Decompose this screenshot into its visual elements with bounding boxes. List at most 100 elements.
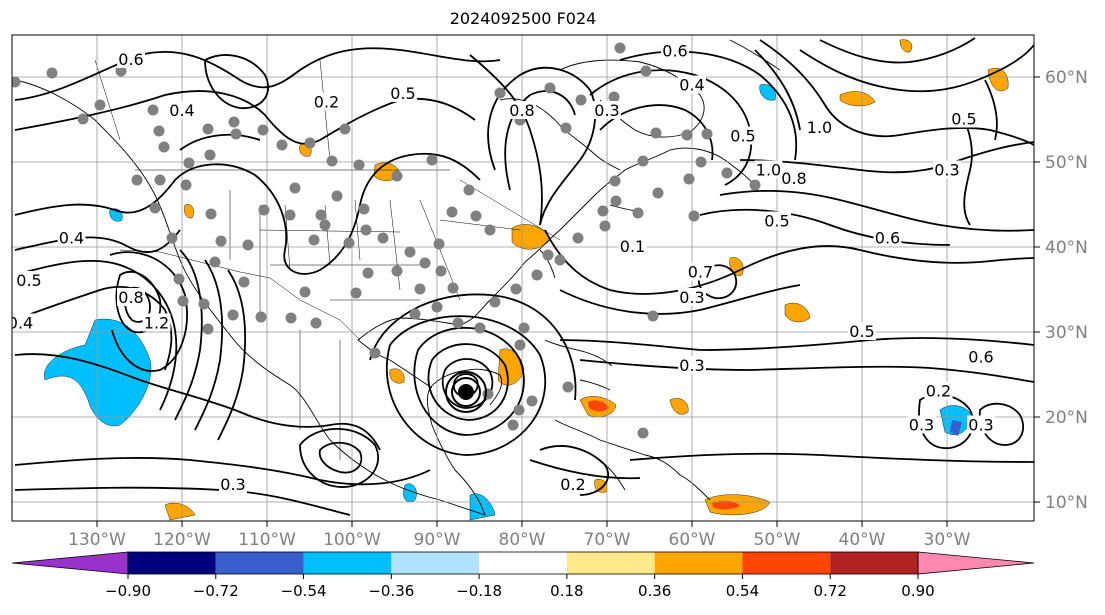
contour-label-bg [678, 75, 706, 94]
lon-label: 40°W [839, 530, 886, 550]
contour-label: 0.8 [781, 169, 806, 188]
station-dot [688, 210, 700, 222]
station-dot [514, 339, 526, 351]
station-dot [310, 317, 322, 329]
contour-label-bg [780, 169, 808, 187]
latitude-axis: 60°N 50°N 40°N 30°N 20°N 10°N [1034, 68, 1088, 513]
contour-label: 0.5 [16, 271, 41, 290]
station-dot [426, 154, 438, 166]
station-dot [518, 322, 530, 334]
lon-label: 70°W [584, 530, 631, 550]
contour-label: 0.5 [390, 84, 415, 103]
station-dot [554, 254, 566, 266]
station-dot [637, 155, 649, 167]
lon-label: 80°W [499, 530, 546, 550]
station-dot [360, 224, 372, 236]
contour-label: 0.2 [926, 382, 951, 401]
contour-label-bg [967, 415, 995, 434]
station-dot [650, 127, 662, 139]
lon-label: 110°W [238, 530, 296, 550]
station-dot [149, 202, 161, 214]
station-dot [343, 237, 355, 249]
station-dot [166, 232, 178, 244]
colorbar-tick-label: 0.36 [638, 582, 671, 600]
contour-label: 0.3 [220, 475, 245, 494]
station-dot [513, 404, 525, 416]
contour-label-bg [873, 228, 902, 247]
station-dot [391, 265, 403, 277]
contour-label: 0.5 [764, 212, 789, 231]
station-dot [12, 76, 21, 88]
contour-label: 0.8 [509, 101, 534, 120]
colorbar-segment [566, 552, 655, 574]
contour-label-bg [924, 381, 953, 400]
contour-label-bg [805, 118, 834, 136]
station-dot [46, 67, 58, 79]
contour-label: 0.5 [849, 322, 874, 341]
lon-label: 130°W [68, 530, 126, 550]
station-dot [510, 283, 522, 295]
contour-label: 0.8 [118, 288, 143, 307]
contour-label: 0.6 [118, 50, 143, 69]
contour-label-bg [729, 126, 757, 145]
station-dot [599, 220, 611, 232]
contour-label-bg [559, 475, 587, 493]
station-dot [299, 286, 311, 298]
station-dot [404, 246, 416, 258]
contour-label-bg [15, 271, 43, 289]
station-dot [632, 207, 644, 219]
lon-label: 30°W [924, 530, 971, 550]
lat-label: 20°N [1045, 408, 1088, 428]
longitude-axis: 130°W 120°W 110°W 100°W 90°W 80°W 70°W 60°W 50°W… [68, 521, 971, 550]
station-dot [608, 91, 620, 103]
colorbar-high-extend [917, 551, 1035, 575]
station-dot [131, 174, 143, 186]
contour-label: 0.3 [968, 416, 993, 435]
colorbar-tick-label: −0.36 [368, 582, 414, 600]
station-dot [463, 184, 475, 196]
station-dot [544, 82, 556, 94]
station-dot [431, 301, 443, 313]
station-dot [562, 381, 574, 393]
station-dot [572, 232, 584, 244]
station-dot [238, 276, 250, 288]
contour-label: 0.4 [679, 76, 704, 95]
contour-label: 0.3 [594, 101, 619, 120]
contour-label-bg [117, 288, 145, 306]
colorbar-tick-label: −0.72 [193, 582, 239, 600]
station-dot [435, 265, 447, 277]
station-dot [209, 256, 221, 268]
station-dot [721, 167, 733, 179]
station-dot [362, 267, 374, 279]
contour-lines [14, 37, 1034, 516]
contour-label-bg [661, 41, 689, 60]
station-dot [652, 187, 664, 199]
colorbar-segment [303, 552, 392, 574]
station-dot [507, 419, 519, 431]
colorbar-segment [215, 552, 304, 574]
station-dot [377, 232, 389, 244]
lat-label: 10°N [1045, 493, 1088, 513]
contour-label: 0.4 [8, 314, 33, 333]
station-dot [230, 128, 242, 140]
colorbar-low-extend [11, 551, 129, 575]
station-dot [315, 209, 327, 221]
colorbar-tick-label: 0.54 [726, 582, 759, 600]
station-dot [531, 269, 543, 281]
station-dot [358, 203, 370, 215]
station-dot [494, 87, 506, 99]
lon-label: 50°W [754, 530, 801, 550]
station-dot [180, 179, 192, 191]
contour-label-bg [754, 160, 783, 179]
contour-label-bg [848, 322, 876, 340]
contour-label-bg [142, 313, 171, 332]
station-dot [419, 257, 431, 269]
station-dot [452, 317, 464, 329]
station-dot [242, 239, 254, 251]
contour-label-bg [678, 288, 706, 306]
contour-label: 0.6 [662, 42, 687, 61]
lon-label: 90°W [414, 530, 461, 550]
colorbar-tick-label: −0.18 [456, 582, 502, 600]
lon-label: 100°W [323, 530, 381, 550]
station-dot [255, 311, 267, 323]
